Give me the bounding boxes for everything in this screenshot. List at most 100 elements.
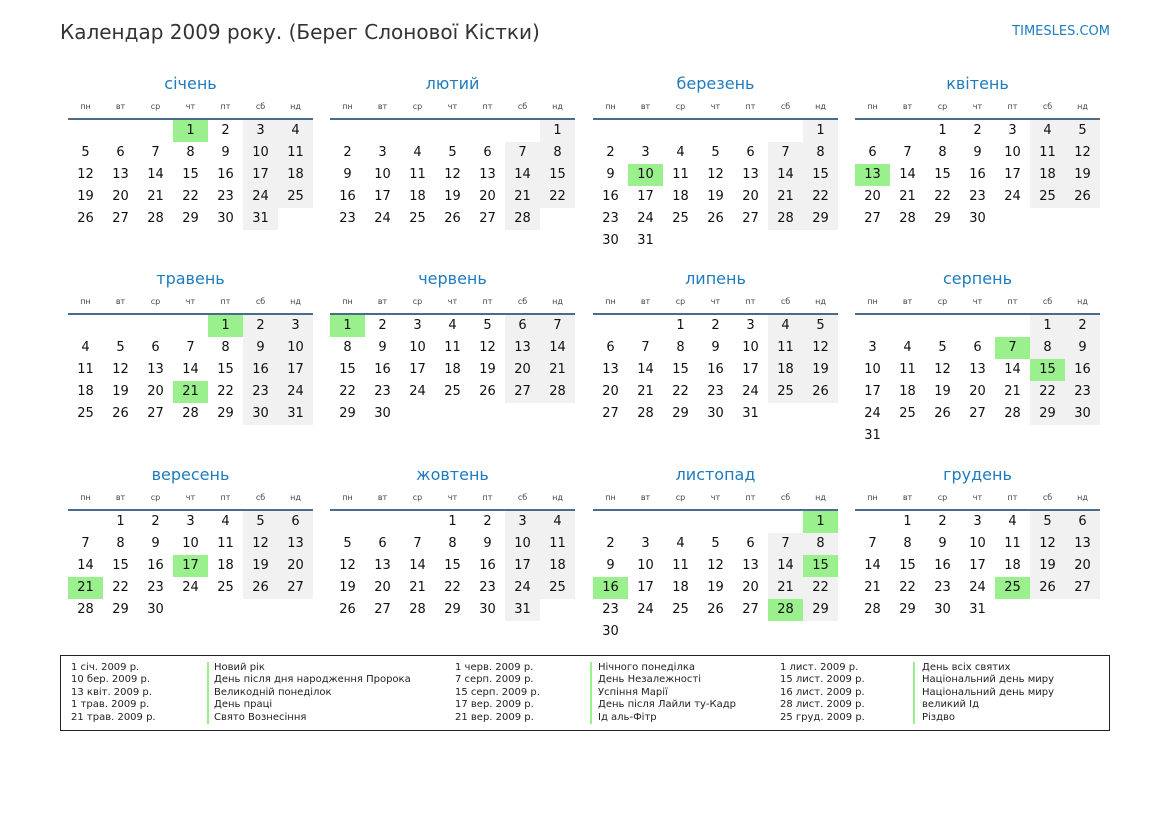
empty-cell bbox=[103, 315, 138, 337]
header-divider bbox=[593, 313, 838, 315]
day-cell: 22 bbox=[444, 580, 461, 595]
day-cell: 7 bbox=[505, 142, 540, 164]
day-cell: 30 bbox=[147, 602, 164, 617]
day-cell: 18 bbox=[1030, 164, 1065, 186]
day-cell: 20 bbox=[374, 580, 391, 595]
day-cell: 25 bbox=[444, 384, 461, 399]
weekday-label: вт bbox=[115, 297, 126, 306]
day-cell: 9 bbox=[483, 536, 492, 551]
day-cell: 2 bbox=[378, 318, 387, 333]
holiday-date: 17 вер. 2009 р. bbox=[455, 699, 534, 711]
holiday-name: Великодній понеділок bbox=[214, 686, 332, 698]
day-cell: 2 bbox=[221, 123, 230, 138]
day-cell: 27 bbox=[112, 211, 129, 226]
day-cell: 14 bbox=[637, 362, 654, 377]
day-cell: 9 bbox=[343, 167, 352, 182]
day-cell: 26 bbox=[339, 602, 356, 617]
weekday-label: пн bbox=[342, 493, 353, 502]
weekday-header: пн вт ср чт пт сб нд bbox=[330, 295, 575, 308]
day-cell: 5 bbox=[448, 145, 457, 160]
weekday-label: чт bbox=[710, 297, 721, 306]
holiday-date: 16 лист. 2009 р. bbox=[780, 686, 865, 698]
weekday-label: чт bbox=[447, 297, 458, 306]
weekday-label: пн bbox=[605, 493, 616, 502]
day-cell: 19 bbox=[707, 189, 724, 204]
holiday-date: 1 черв. 2009 р. bbox=[455, 662, 534, 673]
day-cell: 26 bbox=[479, 384, 496, 399]
weekday-label: вт bbox=[640, 102, 651, 111]
day-cell: 3 bbox=[186, 514, 195, 529]
day-cell: 23 bbox=[217, 189, 234, 204]
day-cell: 31 bbox=[505, 599, 540, 621]
day-cell: 23 bbox=[707, 384, 724, 399]
site-link[interactable]: TIMESLES.COM bbox=[1012, 24, 1110, 39]
weekday-label: чт bbox=[185, 102, 196, 111]
weekday-label: нд bbox=[1077, 297, 1088, 306]
holiday-date: 21 трав. 2009 р. bbox=[71, 711, 156, 723]
day-cell: 9 bbox=[151, 536, 160, 551]
weekday-label: сб bbox=[255, 493, 266, 502]
empty-cell bbox=[470, 120, 505, 142]
day-grid: 1 2 3 4 5 6 7 8 9 10 11 12 13 14 15 16 17 18 19 20 21 22 23 24 2… bbox=[593, 315, 838, 425]
weekday-label: пт bbox=[745, 297, 756, 306]
day-cell: 7 bbox=[868, 536, 877, 551]
day-cell: 16 bbox=[1065, 359, 1100, 381]
header-divider bbox=[68, 509, 313, 511]
day-cell: 27 bbox=[742, 602, 759, 617]
day-cell: 8 bbox=[676, 340, 685, 355]
day-cell: 22 bbox=[540, 186, 575, 208]
empty-cell bbox=[768, 511, 803, 533]
day-cell: 7 bbox=[151, 145, 160, 160]
weekday-label: сб bbox=[780, 297, 791, 306]
day-cell: 6 bbox=[116, 145, 125, 160]
weekday-label: чт bbox=[185, 297, 196, 306]
day-cell: 28 bbox=[1004, 406, 1021, 421]
day-cell: 26 bbox=[1030, 577, 1065, 599]
day-cell: 14 bbox=[409, 558, 426, 573]
day-cell: 14 bbox=[147, 167, 164, 182]
day-cell: 3 bbox=[641, 536, 650, 551]
day-cell: 13 bbox=[742, 558, 759, 573]
day-cell: 8 bbox=[803, 533, 838, 555]
legend-color-bar bbox=[590, 662, 592, 724]
day-cell: 28 bbox=[409, 602, 426, 617]
legend-names-column: Нічного понеділка День Незалежності Успінн… bbox=[598, 662, 736, 724]
month-block: квітень пн вт ср чт пт сб нд 1 2 3 4 5 6 7 8 9 10 11 12 13 14… bbox=[855, 73, 1100, 230]
weekday-label: вт bbox=[377, 102, 388, 111]
header-divider bbox=[68, 118, 313, 120]
weekday-label: ср bbox=[150, 297, 161, 306]
month-name: червень bbox=[418, 269, 487, 288]
day-cell: 2 bbox=[343, 145, 352, 160]
month-block: жовтень пн вт ср чт пт сб нд 1 2 3 4 5 6 7 8 9 10 11 12 13 14… bbox=[330, 464, 575, 621]
weekday-label: пт bbox=[220, 297, 231, 306]
day-cell: 7 bbox=[81, 536, 90, 551]
header-divider bbox=[330, 313, 575, 315]
day-cell: 24 bbox=[505, 577, 540, 599]
day-cell: 3 bbox=[278, 315, 313, 337]
day-cell: 4 bbox=[221, 514, 230, 529]
holiday-cell: 16 bbox=[593, 577, 628, 599]
holiday-cell: 1 bbox=[173, 120, 208, 142]
empty-cell bbox=[68, 511, 103, 533]
day-cell: 22 bbox=[803, 186, 838, 208]
day-cell: 30 bbox=[707, 406, 724, 421]
day-grid: 1 2 3 4 5 6 7 8 9 10 11 12 13 14 15 16 17 18 19 20 21 22 23 24 2… bbox=[68, 120, 313, 230]
day-cell: 29 bbox=[1030, 403, 1065, 425]
day-cell: 19 bbox=[1065, 164, 1100, 186]
day-cell: 16 bbox=[969, 167, 986, 182]
day-cell: 19 bbox=[707, 580, 724, 595]
day-cell: 24 bbox=[637, 602, 654, 617]
day-cell: 27 bbox=[479, 211, 496, 226]
empty-cell bbox=[173, 315, 208, 337]
weekday-label: вт bbox=[640, 297, 651, 306]
weekday-label: чт bbox=[710, 102, 721, 111]
day-cell: 14 bbox=[505, 164, 540, 186]
day-cell: 27 bbox=[278, 577, 313, 599]
weekday-label: ср bbox=[412, 297, 423, 306]
weekday-label: пт bbox=[1007, 102, 1018, 111]
day-cell: 31 bbox=[969, 602, 986, 617]
empty-cell bbox=[663, 120, 698, 142]
day-cell: 11 bbox=[278, 142, 313, 164]
day-cell: 24 bbox=[864, 406, 881, 421]
day-cell: 21 bbox=[768, 186, 803, 208]
